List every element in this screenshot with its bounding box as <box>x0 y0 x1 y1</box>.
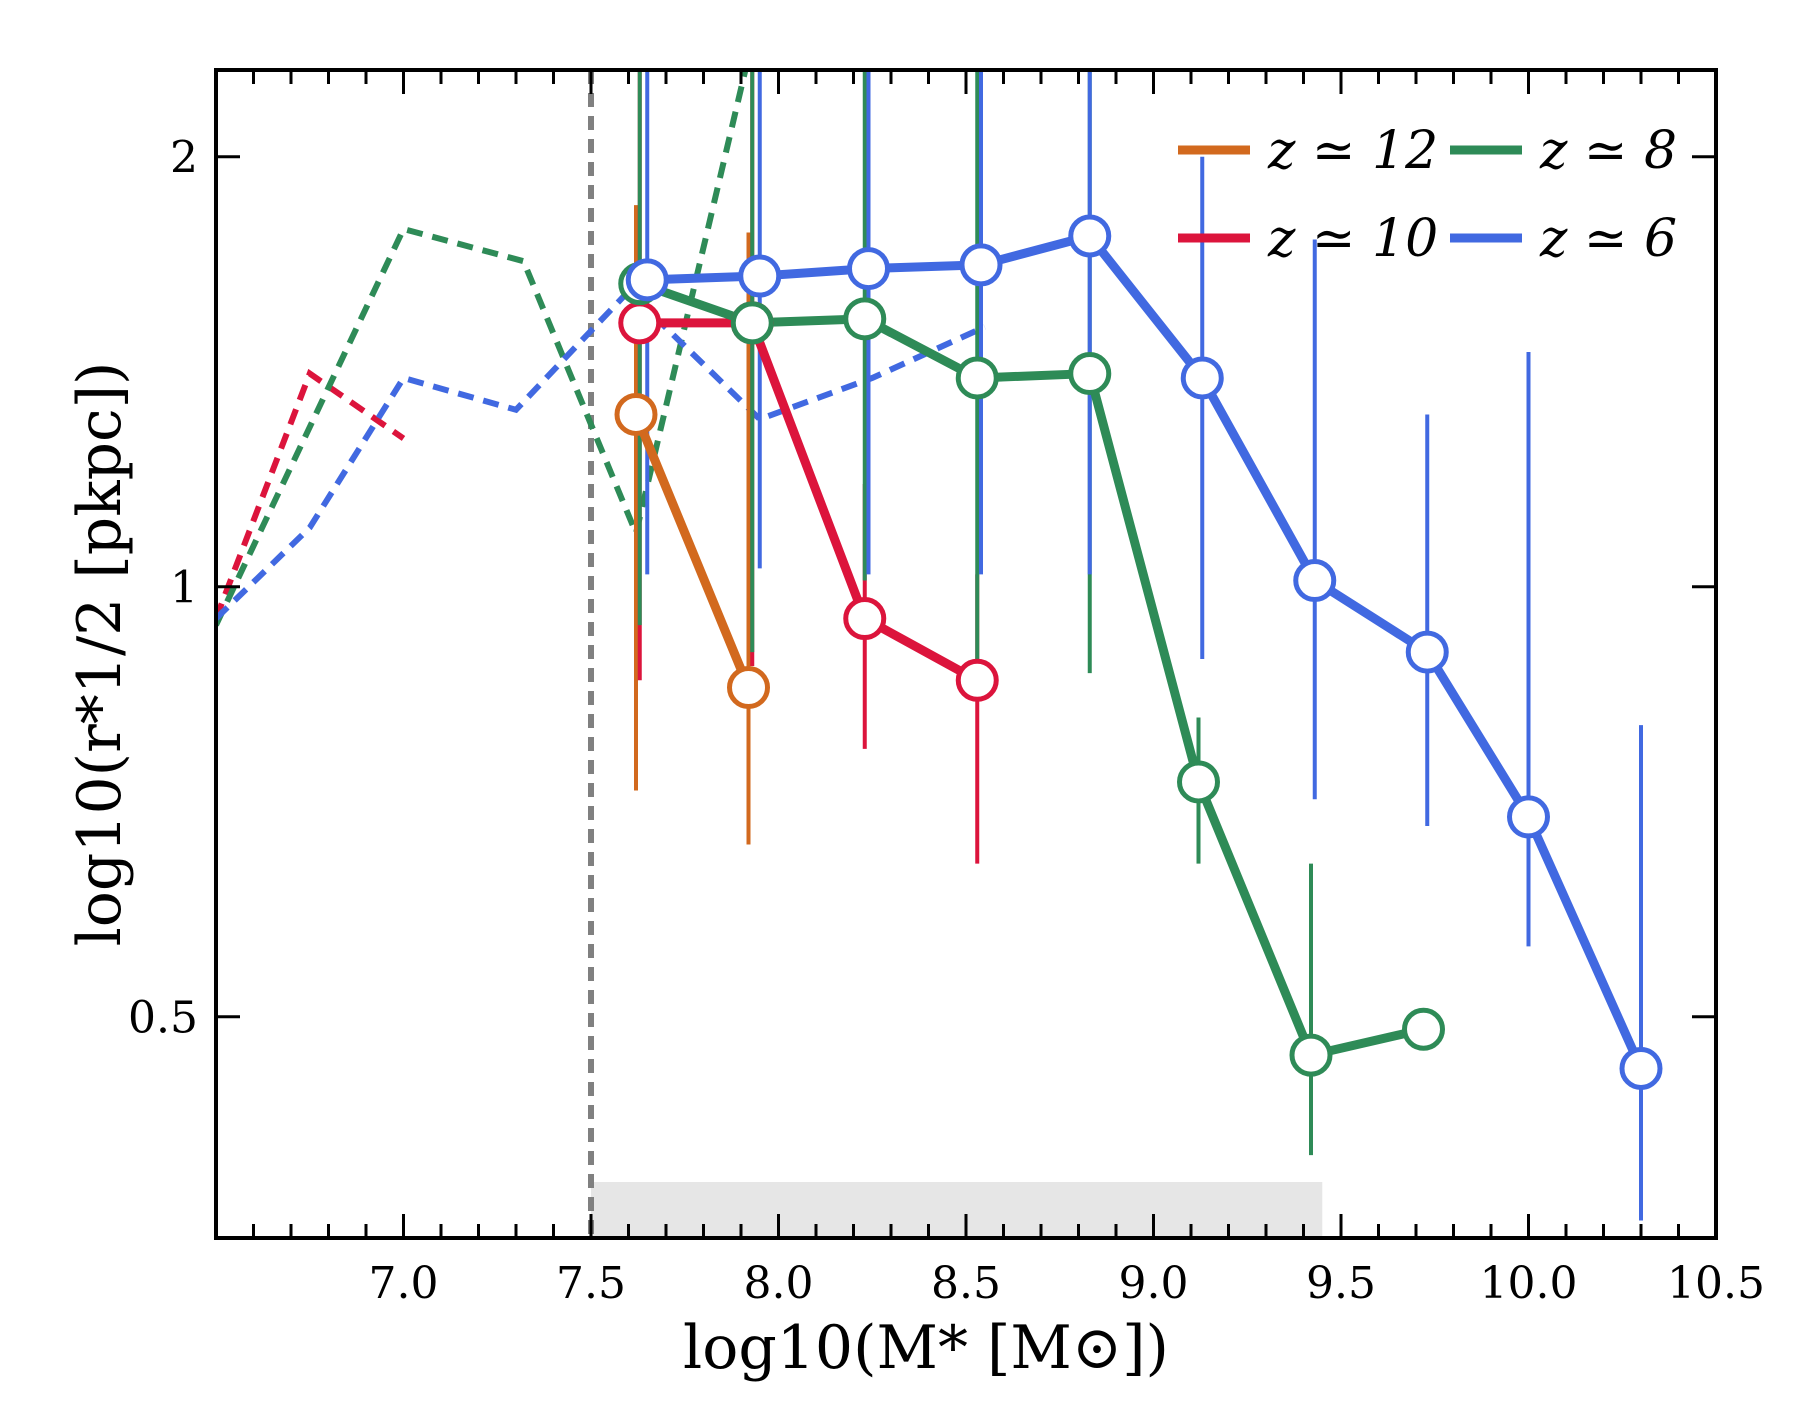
series-3-line <box>647 231 1646 1071</box>
series-2-dashed-line <box>216 70 749 627</box>
x-axis-title: log10(M* [M⊙]) <box>683 1313 1169 1383</box>
series-2-point <box>1289 1033 1333 1077</box>
series-3-point <box>1619 1046 1663 1090</box>
x-tick-label: 10.0 <box>1480 1258 1578 1309</box>
series-3-point <box>847 247 890 291</box>
series-3-point <box>1293 559 1337 603</box>
y-tick-label: 2 <box>170 133 198 184</box>
x-tick-label: 7.5 <box>556 1258 626 1309</box>
series-3-point <box>1068 214 1112 258</box>
legend-label: z ≃ 12 <box>1267 121 1438 181</box>
plot-frame <box>214 68 1718 1240</box>
series-3-point <box>1405 630 1449 674</box>
x-tick-label: 9.0 <box>1119 1258 1189 1309</box>
series-3-point <box>1180 356 1224 400</box>
series-3-point <box>738 254 782 298</box>
series-1-dashed-line <box>216 368 406 620</box>
y-tick-label: 0.5 <box>128 993 198 1044</box>
series-2-point <box>730 301 774 345</box>
series-2-point <box>1068 352 1112 396</box>
series-3-point <box>959 243 1003 287</box>
series-1-point <box>843 597 887 641</box>
series-1-line <box>639 318 980 685</box>
x-tick-label: 7.0 <box>369 1258 439 1309</box>
series-3-dashed-line <box>216 287 986 621</box>
x-tick-label: 8.0 <box>744 1258 814 1309</box>
legend-label: z ≃ 6 <box>1539 209 1677 269</box>
series-2-point <box>1177 760 1220 804</box>
series-0-point <box>727 666 770 710</box>
series-0-line <box>631 412 753 690</box>
y-axis-title: log10(r*1/2 [pkpc]) <box>65 362 135 947</box>
y-tick-label: 1 <box>170 563 198 614</box>
series-2-point <box>955 356 999 400</box>
series-2-point <box>843 297 887 341</box>
shaded-band <box>591 1182 1323 1238</box>
series-2-point <box>1402 1007 1445 1051</box>
series-1-point <box>618 301 662 345</box>
x-tick-label: 10.5 <box>1667 1258 1765 1309</box>
x-tick-label: 9.5 <box>1306 1258 1376 1309</box>
series-0-point <box>614 392 658 436</box>
legend-label: z ≃ 8 <box>1539 121 1677 181</box>
legend-label: z ≃ 10 <box>1267 209 1438 269</box>
series-1-point <box>955 658 999 702</box>
series-3-point <box>625 258 669 302</box>
series-3-point <box>1507 795 1550 839</box>
x-tick-label: 8.5 <box>931 1258 1001 1309</box>
